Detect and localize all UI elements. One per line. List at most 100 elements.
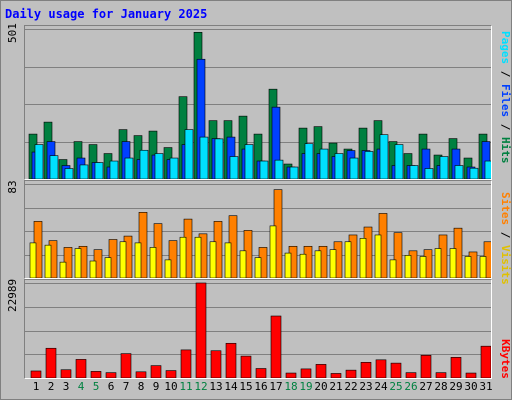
chart-title: Daily usage for January 2025 <box>5 7 208 21</box>
kbytes-bar <box>375 359 387 378</box>
kbytes-bar <box>285 372 297 378</box>
x-tick-label: 18 <box>284 380 298 393</box>
x-tick-label: 24 <box>374 380 388 393</box>
pages-bar <box>229 156 239 179</box>
kbytes-bar <box>405 372 417 378</box>
sites-bar <box>479 256 487 278</box>
sites-bar <box>389 259 397 278</box>
x-tick-label: 30 <box>464 380 478 393</box>
pages-bar <box>154 153 164 179</box>
kbytes-chart <box>25 282 491 378</box>
pages-bar <box>169 157 179 179</box>
files-bar <box>196 58 206 179</box>
kbytes-bar <box>255 368 267 378</box>
legend-sites: Sites <box>499 192 512 226</box>
kbytes-bar <box>435 372 447 378</box>
sites-bar <box>374 234 382 278</box>
x-tick-label: 13 <box>209 380 223 393</box>
pages-bar <box>244 144 254 179</box>
sites-bar <box>314 250 322 278</box>
x-tick-label: 15 <box>239 380 253 393</box>
sites-bar <box>194 236 202 278</box>
sites-bar <box>329 249 337 278</box>
x-tick-label: 6 <box>107 380 115 393</box>
pages-bar <box>439 156 449 179</box>
kbytes-bar <box>420 354 432 378</box>
kbytes-bar <box>195 282 207 378</box>
files-bar <box>451 148 461 179</box>
kbytes-bar <box>135 371 147 378</box>
kbytes-bar <box>240 355 252 378</box>
sites-bar <box>404 255 412 278</box>
kbytes-bar <box>165 370 177 378</box>
sites-visits-legend: Sites / Visits <box>498 192 512 285</box>
kbytes-bar <box>45 347 57 378</box>
sites-bar <box>224 242 232 278</box>
hits-ymax-label: 501 <box>6 23 19 43</box>
pages-bar <box>319 148 329 179</box>
pages-bar <box>289 166 299 179</box>
sites-bar <box>74 248 82 278</box>
sites-bar <box>239 250 247 278</box>
x-tick-label: 21 <box>329 380 343 393</box>
sites-bar <box>254 257 262 278</box>
pages-bar <box>334 153 344 179</box>
hits-files-pages-panel <box>24 25 492 180</box>
pages-bar <box>94 162 104 179</box>
hits-bar <box>88 144 98 179</box>
sites-bar <box>134 242 142 278</box>
x-tick-label: 2 <box>47 380 55 393</box>
x-tick-label: 9 <box>152 380 160 393</box>
x-tick-label: 14 <box>224 380 238 393</box>
kbytes-bar <box>390 362 402 378</box>
x-tick-label: 23 <box>359 380 373 393</box>
pages-bar <box>349 157 359 179</box>
pages-bar <box>124 157 134 179</box>
kbytes-legend: KBytes <box>498 329 512 389</box>
kbytes-bar <box>180 349 192 378</box>
x-tick-label: 11 <box>179 380 193 393</box>
pages-bar <box>214 138 224 179</box>
pages-bar <box>379 134 389 179</box>
kbytes-bar <box>270 315 282 378</box>
pages-bar <box>394 144 404 179</box>
kbytes-bar <box>315 364 327 378</box>
sites-bar <box>299 253 307 278</box>
legend-separator: / <box>499 117 512 137</box>
pages-bar <box>424 168 434 179</box>
pages-bar <box>79 164 89 179</box>
sites-bar <box>89 260 97 278</box>
sites-visits-chart <box>25 184 491 278</box>
sites-bar <box>419 256 427 278</box>
kbytes-bar <box>465 372 477 378</box>
x-tick-label: 3 <box>62 380 70 393</box>
pages-bar <box>409 165 419 179</box>
x-tick-label: 29 <box>449 380 463 393</box>
visits-ymax-label: 83 <box>6 180 19 194</box>
kbytes-bar <box>225 342 237 378</box>
sites-visits-panel <box>24 180 492 279</box>
kbytes-bar <box>330 373 342 378</box>
visits-bar <box>393 232 403 278</box>
sites-bar <box>149 247 157 278</box>
x-tick-label: 27 <box>419 380 433 393</box>
x-tick-label: 22 <box>344 380 358 393</box>
kbytes-bar <box>90 371 102 378</box>
sites-bar <box>119 241 127 278</box>
x-tick-label: 5 <box>92 380 100 393</box>
kbytes-bar <box>60 369 72 378</box>
x-tick-label: 12 <box>194 380 208 393</box>
sites-bar <box>344 241 352 278</box>
kbytes-bar <box>450 357 462 378</box>
x-axis-labels: 1 2 3 4 5 6 7 8 9 10 11 12 13 14 15 16 17 18 19 20 21 22 23 24 2… <box>24 380 493 396</box>
legend-separator: / <box>499 225 512 245</box>
kbytes-bar <box>30 370 42 378</box>
sites-bar <box>179 236 187 278</box>
kbytes-ymax-label: 22989 <box>6 278 19 312</box>
pages-bar <box>109 160 119 179</box>
kbytes-bar <box>300 368 312 378</box>
x-tick-label: 17 <box>269 380 283 393</box>
pages-bar <box>139 149 149 179</box>
sites-bar <box>449 248 457 278</box>
kbytes-bar <box>480 345 491 378</box>
